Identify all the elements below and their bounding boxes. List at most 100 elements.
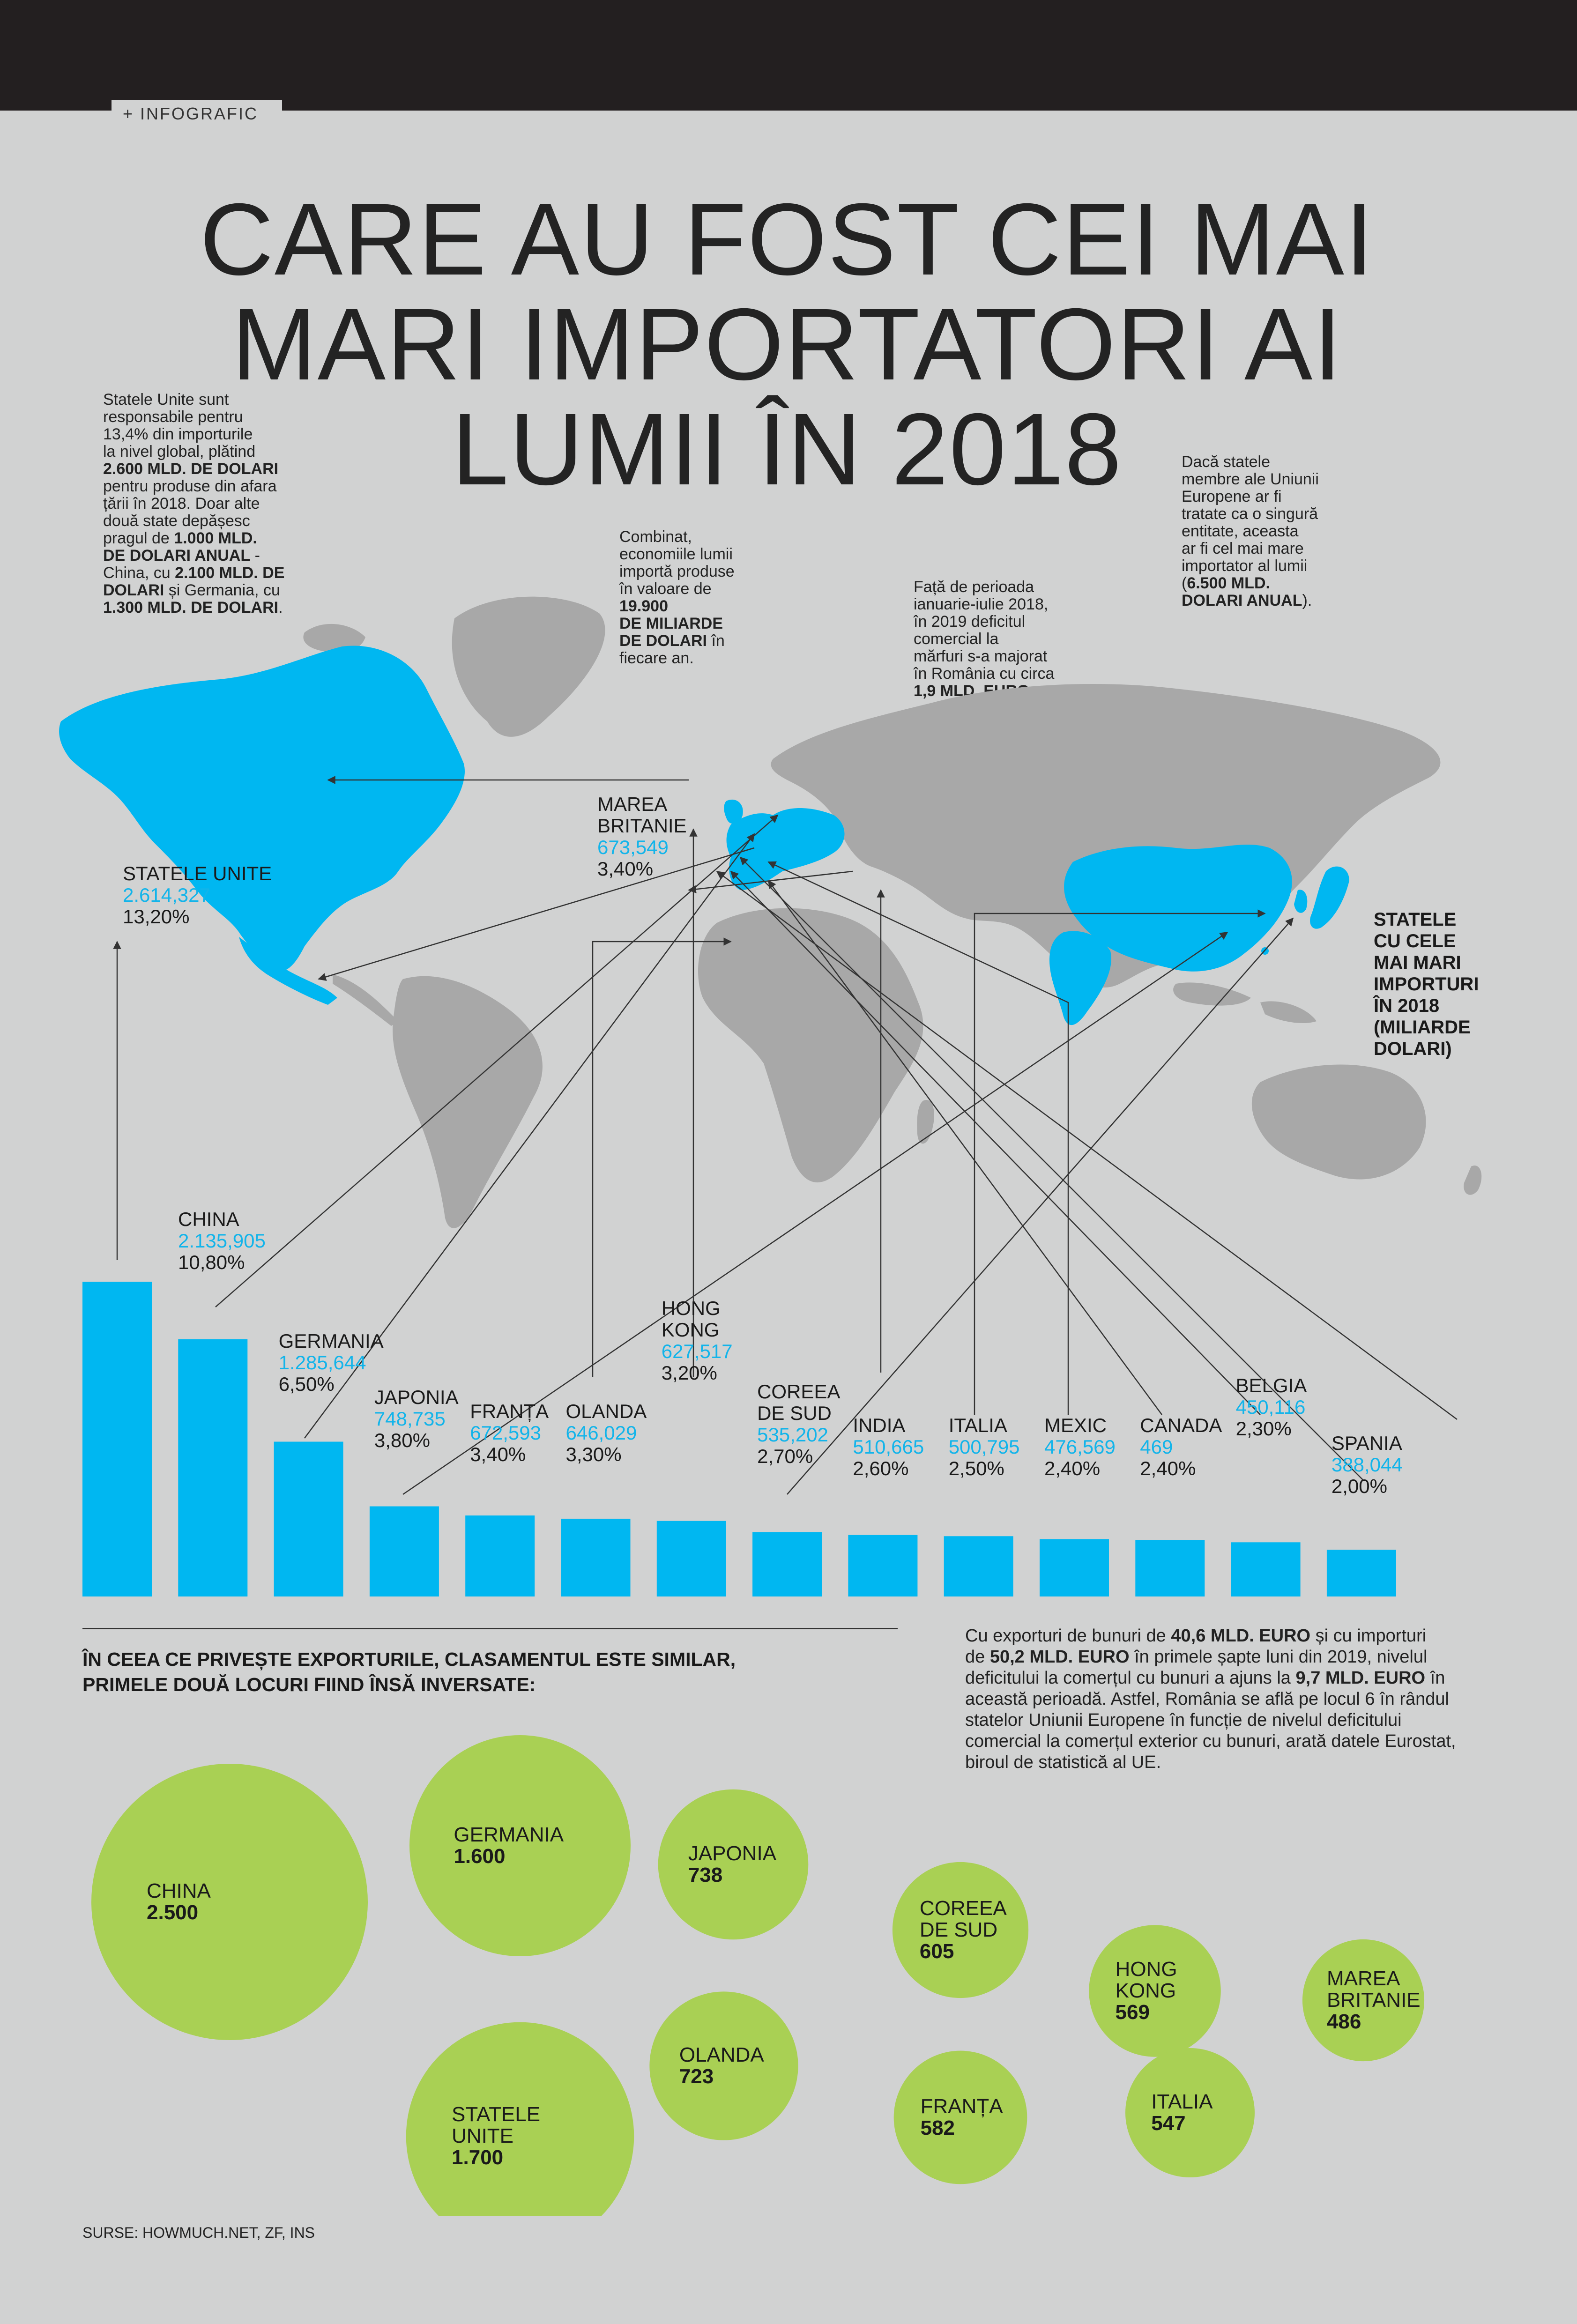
bubble-country: OLANDA — [679, 2043, 764, 2066]
connector-line — [787, 917, 1294, 1495]
note-line: la nivel global, plătind — [103, 443, 256, 460]
bubble-value: 547 — [1151, 2112, 1186, 2135]
note-line: această perioadă. Astfel, România se afl… — [965, 1689, 1449, 1709]
country-name: MEXIC — [1044, 1414, 1107, 1436]
bubble-country: DE SUD — [919, 1918, 998, 1941]
connector-line — [767, 861, 1069, 1415]
rank-title-line: ÎN 2018 — [1374, 995, 1440, 1016]
note-text: deficitului la comerțul cu bunuri a ajun… — [965, 1668, 1296, 1688]
bubble-country: JAPONIA — [688, 1842, 777, 1865]
country-name: STATELE UNITE — [123, 862, 272, 884]
page-title: CARE AU FOST CEI MAI MARI IMPORTATORI AI… — [155, 187, 1420, 502]
import-value: 535,202 — [757, 1424, 828, 1446]
import-bar-chart — [82, 776, 1458, 1596]
note-line: mărfuri s-a majorat — [914, 647, 1048, 665]
import-share: 2,40% — [1044, 1457, 1101, 1479]
note-bold: 1.000 MLD. — [174, 529, 257, 547]
import-share: 2,60% — [853, 1457, 909, 1479]
country-name: GERMANIA — [278, 1330, 384, 1352]
import-value: 748,735 — [374, 1408, 446, 1430]
bar-italia — [944, 1536, 1013, 1596]
note-bold: DOLARI — [103, 581, 164, 599]
note-line: Dacă statele — [1182, 453, 1270, 471]
note-line: țării în 2018. Doar alte — [103, 495, 260, 512]
bar-label-spania: SPANIA 388,044 2,00% — [1332, 1433, 1403, 1497]
bubble-label-china: CHINA 2.500 — [147, 1880, 211, 1923]
import-value: 1.285,644 — [278, 1351, 366, 1374]
import-value: 2.614,327 — [123, 884, 210, 906]
section-tag: + INFOGRAFIC — [112, 100, 282, 128]
import-share: 13,20% — [123, 906, 190, 928]
title-line-1: CARE AU FOST CEI MAI — [200, 183, 1375, 297]
bar-japonia — [369, 1506, 439, 1596]
note-bold: DOLARI ANUAL — [1182, 592, 1302, 609]
note-text: și Germania, cu — [164, 581, 280, 599]
note-text: - — [250, 547, 260, 564]
connector-line — [767, 880, 1163, 1415]
bubble-japonia — [658, 1789, 809, 1940]
bubble-statele-unite — [406, 2022, 634, 2216]
bubble-franța — [893, 2050, 1027, 2184]
note-bold: 1.300 MLD. DE DOLARI — [103, 599, 279, 616]
note-bold: DE DOLARI — [619, 632, 707, 650]
note-line: membre ale Uniunii — [1182, 470, 1319, 488]
connector-line — [739, 856, 1364, 1481]
note-text: Cu exporturi de bunuri de — [965, 1626, 1171, 1646]
note-line: în valoare de — [619, 580, 712, 598]
rank-title-line: DOLARI) — [1374, 1039, 1452, 1059]
connector-line — [730, 870, 1261, 1415]
bar-belgia — [1231, 1542, 1301, 1596]
note-bold: 19.900 — [619, 597, 668, 615]
note-bold: 2.600 MLD. DE DOLARI — [103, 460, 279, 478]
connector-line — [402, 931, 1228, 1495]
bubble-country: ITALIA — [1151, 2090, 1213, 2113]
bubble-value: 582 — [920, 2116, 955, 2139]
bubble-value: 1.600 — [454, 1845, 506, 1868]
bubble-olanda — [649, 1991, 798, 2140]
world-map — [59, 596, 1482, 1228]
bubble-label-japonia: JAPONIA 738 — [688, 1843, 776, 1886]
bubble-value: 723 — [679, 2065, 714, 2088]
note-line: entitate, aceasta — [1182, 522, 1299, 540]
bubble-label-statele-unite: STATELE UNITE 1.700 — [452, 2104, 540, 2168]
country-name: KONG — [661, 1319, 720, 1341]
export-heading-line: PRIMELE DOUĂ LOCURI FIIND ÎNSĂ INVERSATE… — [82, 1674, 536, 1695]
note-text: în — [1425, 1668, 1445, 1688]
note-bold: 2.100 MLD. DE — [175, 564, 285, 582]
import-share: 2,40% — [1140, 1457, 1196, 1479]
bubble-country: MAREA — [1326, 1967, 1400, 1990]
bar-label-coreea-de-sud: COREEA DE SUD 535,202 2,70% — [757, 1381, 840, 1467]
note-line: ianuarie-iulie 2018, — [914, 595, 1049, 613]
country-name: JAPONIA — [374, 1386, 459, 1408]
bubble-label-marea-britanie: MAREA BRITANIE 486 — [1327, 1968, 1421, 2033]
note-line: pentru produse din afara — [103, 477, 277, 495]
country-name: OLANDA — [565, 1400, 647, 1422]
note-line: Față de perioada — [914, 578, 1034, 596]
bubble-country: UNITE — [452, 2124, 514, 2147]
note-line: în România cu circa — [914, 665, 1055, 683]
bar-label-olanda: OLANDA 646,029 3,30% — [566, 1401, 647, 1465]
bar-mexic — [1040, 1539, 1109, 1596]
bubble-italia — [1125, 2048, 1255, 2177]
note-text: în — [707, 632, 725, 650]
country-name: BELGIA — [1235, 1374, 1307, 1396]
import-share: 10,80% — [178, 1251, 245, 1273]
romania-trade-note: Cu exporturi de bunuri de 40,6 MLD. EURO… — [965, 1626, 1485, 1773]
import-share: 3,80% — [374, 1429, 430, 1451]
bubble-country: COREEA — [919, 1897, 1007, 1920]
import-share: 2,30% — [1235, 1418, 1292, 1440]
import-share: 3,20% — [661, 1362, 717, 1384]
bubble-country: CHINA — [147, 1879, 211, 1902]
note-line: 13,4% din importurile — [103, 425, 253, 443]
bubble-label-coreea-de-sud: COREEA DE SUD 605 — [920, 1898, 1007, 1962]
connector-line — [716, 870, 1458, 1420]
romania-note: Față de perioada ianuarie-iulie 2018, în… — [914, 579, 1082, 700]
bar-india — [848, 1535, 918, 1596]
bar-label-franța: FRANȚA 672,593 3,40% — [470, 1401, 549, 1465]
import-value: 500,795 — [948, 1436, 1020, 1458]
bar-label-canada: CANADA 469 2,40% — [1140, 1415, 1222, 1479]
country-name: SPANIA — [1331, 1432, 1402, 1454]
note-bold: 50,2 MLD. EURO — [989, 1647, 1130, 1667]
note-line: ar fi cel mai mare — [1182, 540, 1304, 557]
connector-line — [304, 833, 755, 1439]
